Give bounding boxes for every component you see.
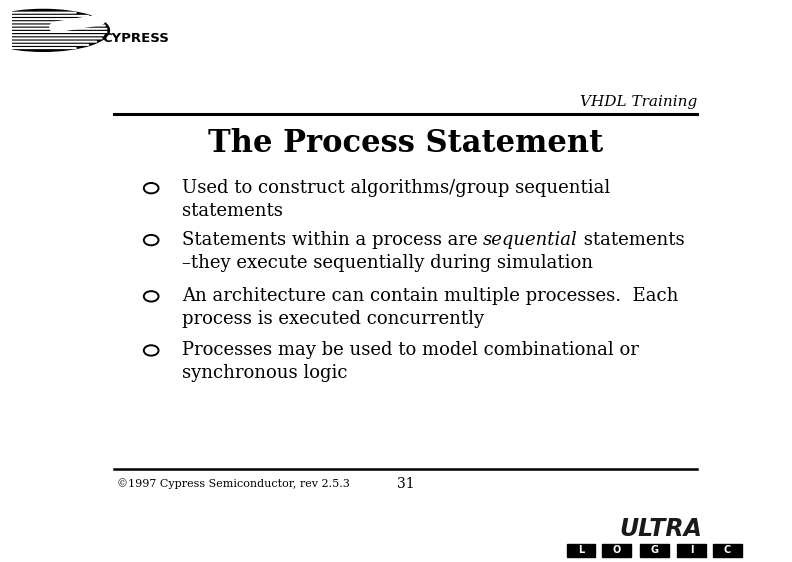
FancyBboxPatch shape [566, 543, 596, 557]
Text: The Process Statement: The Process Statement [208, 128, 604, 158]
Text: ULTRA: ULTRA [619, 517, 703, 541]
Text: C: C [724, 545, 731, 555]
Circle shape [0, 10, 109, 51]
Text: An architecture can contain multiple processes.  Each: An architecture can contain multiple pro… [182, 287, 678, 305]
FancyBboxPatch shape [602, 543, 631, 557]
Text: G: G [650, 545, 658, 555]
Text: Statements within a process are: Statements within a process are [182, 231, 483, 249]
FancyBboxPatch shape [677, 543, 706, 557]
Text: ©1997 Cypress Semiconductor, rev 2.5.3: ©1997 Cypress Semiconductor, rev 2.5.3 [117, 478, 350, 489]
Text: O: O [612, 545, 621, 555]
Text: L: L [578, 545, 584, 555]
Text: VHDL Training: VHDL Training [581, 94, 698, 108]
Text: statements: statements [182, 202, 283, 220]
FancyBboxPatch shape [640, 543, 668, 557]
Text: sequential: sequential [483, 231, 578, 249]
Text: Processes may be used to model combinational or: Processes may be used to model combinati… [182, 342, 638, 360]
Text: I: I [690, 545, 694, 555]
Text: –they execute sequentially during simulation: –they execute sequentially during simula… [182, 253, 593, 271]
FancyBboxPatch shape [713, 543, 742, 557]
Text: process is executed concurrently: process is executed concurrently [182, 310, 484, 328]
Text: 31: 31 [397, 477, 415, 491]
Text: CYPRESS: CYPRESS [102, 31, 169, 44]
Text: Used to construct algorithms/group sequential: Used to construct algorithms/group seque… [182, 179, 610, 197]
Text: statements: statements [578, 231, 684, 249]
Text: synchronous logic: synchronous logic [182, 364, 348, 382]
FancyArrowPatch shape [55, 20, 100, 27]
